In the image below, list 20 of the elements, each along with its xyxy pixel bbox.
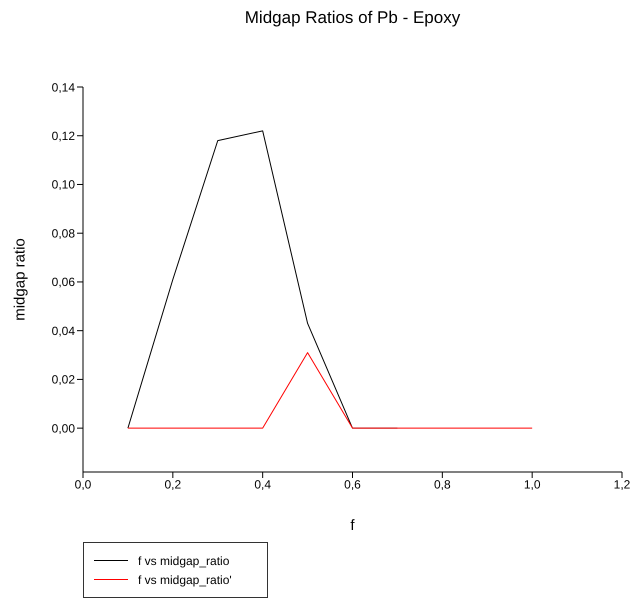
x-axis-title: f bbox=[350, 517, 356, 534]
y-axis-title: midgap ratio bbox=[11, 238, 28, 321]
x-tick-label: 0,8 bbox=[434, 478, 451, 492]
y-tick-label: 0,02 bbox=[52, 372, 76, 387]
y-tick-label: 0,14 bbox=[52, 80, 76, 94]
legend-label: f vs midgap_ratio bbox=[138, 554, 230, 568]
y-tick-label: 0,08 bbox=[52, 226, 76, 240]
chart-title: Midgap Ratios of Pb - Epoxy bbox=[244, 8, 462, 28]
y-tick-label: 0,00 bbox=[52, 421, 76, 436]
y-tick-label: 0,06 bbox=[52, 275, 76, 290]
x-tick-label: 1,2 bbox=[614, 478, 631, 492]
x-tick-label: 0,6 bbox=[344, 478, 362, 492]
y-tick-label: 0,12 bbox=[52, 128, 76, 143]
x-tick-label: 1,0 bbox=[524, 478, 541, 492]
x-tick-label: 0,4 bbox=[254, 478, 272, 492]
x-tick-label: 0,0 bbox=[74, 478, 92, 492]
x-tick-label: 0,2 bbox=[164, 478, 182, 492]
y-tick-label: 0,04 bbox=[52, 324, 76, 338]
legend-label: f vs midgap_ratio' bbox=[138, 572, 232, 586]
y-tick-label: 0,10 bbox=[52, 178, 76, 192]
